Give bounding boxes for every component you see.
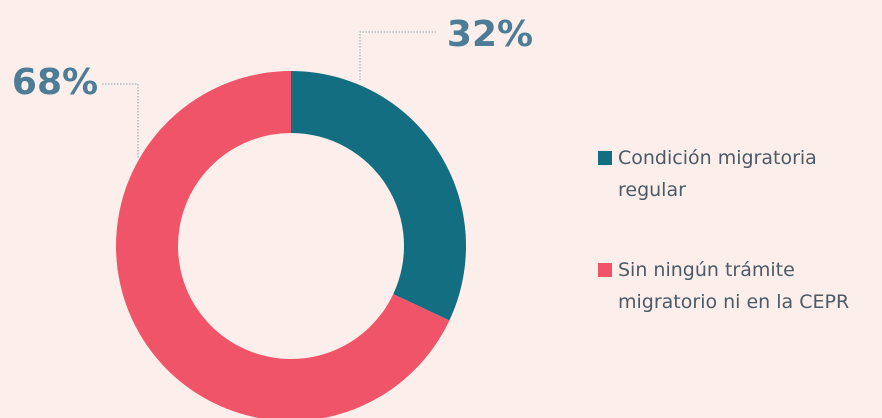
- leader-line: [102, 83, 139, 158]
- legend-label: Sin ningún trámite migratorio ni en la C…: [618, 259, 850, 313]
- legend-item: Condición migratoria regular: [598, 142, 878, 206]
- legend-swatch: [598, 151, 612, 165]
- slice: [116, 71, 450, 418]
- slice: [291, 71, 466, 321]
- data-label: 32%: [447, 14, 533, 55]
- legend-swatch: [598, 263, 612, 277]
- data-label: 68%: [12, 62, 98, 103]
- legend-item: Sin ningún trámite migratorio ni en la C…: [598, 254, 878, 318]
- legend-label: Condición migratoria regular: [618, 147, 817, 201]
- leader-line: [359, 31, 436, 80]
